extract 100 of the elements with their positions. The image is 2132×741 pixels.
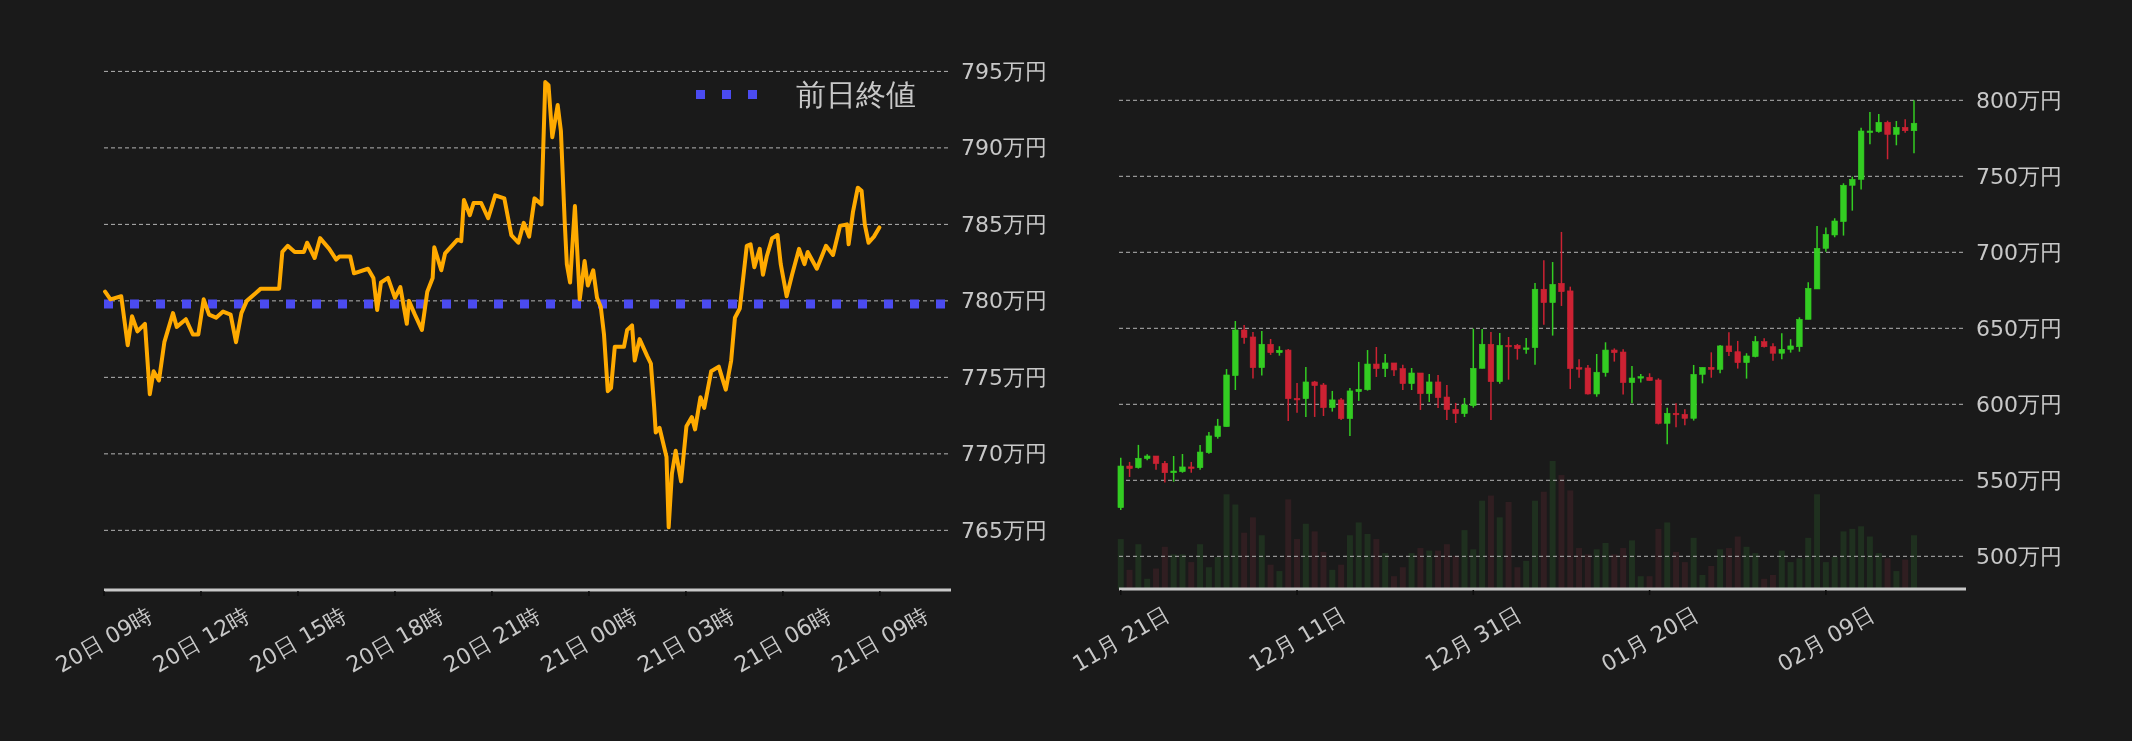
candlestick: [1461, 397, 1468, 418]
y-tick-label: 775万円: [961, 364, 1047, 390]
candlestick: [1452, 402, 1459, 424]
candlestick: [1717, 344, 1724, 375]
candlestick: [1628, 365, 1636, 404]
bar: [1796, 558, 1803, 589]
bar: [1681, 562, 1688, 589]
bar: [1514, 567, 1521, 589]
bar: [1778, 550, 1785, 589]
candlestick: [1902, 118, 1909, 134]
bar: [1822, 562, 1829, 589]
candlestick: [1382, 353, 1389, 378]
bar: [1179, 554, 1186, 589]
candlestick: [1602, 341, 1609, 378]
x-tick-label: 12月 31日: [1420, 601, 1526, 677]
candlestick: [1426, 373, 1433, 403]
x-tick-label: 02月 09日: [1773, 601, 1879, 677]
bar: [1734, 536, 1741, 589]
bar: [1329, 569, 1336, 589]
candlestick: [1549, 261, 1556, 337]
bar: [1902, 559, 1909, 589]
bar: [1911, 535, 1917, 589]
bar: [1708, 565, 1715, 589]
legend-label: 前日終値: [796, 76, 916, 112]
bar: [1655, 528, 1662, 589]
y-tick-label: 790万円: [961, 135, 1047, 161]
bar: [1496, 517, 1503, 589]
bar: [1355, 522, 1362, 589]
candlestick: [1373, 346, 1380, 378]
y-tick-label: 800万円: [1976, 87, 2062, 113]
y-tick-label: 700万円: [1976, 239, 2062, 265]
candlestick: [1505, 336, 1512, 381]
bar: [1126, 569, 1133, 589]
bar: [1267, 564, 1274, 589]
candlestick: [1214, 418, 1221, 440]
bar: [1611, 554, 1618, 589]
candlestick: [1161, 460, 1168, 484]
bar: [1214, 557, 1221, 589]
candlestick: [1302, 366, 1309, 418]
bar: [1884, 558, 1891, 589]
x-tick-label: 01月 20日: [1597, 601, 1703, 677]
candlestick: [1681, 408, 1688, 427]
candlestick: [1338, 397, 1345, 421]
bar: [1364, 533, 1371, 589]
bar: [1223, 494, 1230, 589]
bar: [1205, 567, 1212, 589]
candlestick: [1523, 337, 1530, 355]
bar: [1646, 576, 1653, 589]
bar: [1893, 571, 1900, 589]
candlestick: [1664, 406, 1671, 446]
bar: [1787, 562, 1794, 589]
bar: [1461, 530, 1468, 589]
candlestick: [1179, 453, 1186, 474]
bar: [1549, 461, 1556, 589]
bar: [1602, 542, 1609, 589]
candlestick: [1320, 382, 1327, 417]
bar: [1690, 537, 1697, 589]
bar: [1628, 540, 1635, 589]
bar: [1408, 553, 1415, 589]
candlestick: [1672, 402, 1680, 429]
bar: [1743, 546, 1750, 589]
bar: [1346, 535, 1353, 589]
bar: [1717, 549, 1724, 589]
bar: [1487, 495, 1494, 589]
bar: [1858, 526, 1865, 589]
bar: [1523, 560, 1530, 589]
bar: [1470, 549, 1477, 589]
bar: [1584, 554, 1591, 589]
bar: [1232, 504, 1239, 589]
candlestick: [1399, 363, 1406, 391]
candlestick: [1849, 175, 1856, 212]
bar: [1170, 554, 1177, 589]
bar: [1840, 531, 1847, 589]
bar: [1664, 522, 1671, 589]
bar: [1294, 539, 1301, 589]
bar: [1197, 544, 1204, 589]
candlestick: [1884, 119, 1891, 161]
bar: [1302, 523, 1309, 589]
bar: [1373, 539, 1380, 589]
bar: [1390, 576, 1397, 589]
bar: [1805, 537, 1812, 589]
bar: [1188, 562, 1195, 589]
candlestick: [1293, 382, 1301, 414]
candlestick: [1355, 361, 1362, 402]
bar: [1532, 500, 1539, 589]
candlestick: [1540, 259, 1547, 326]
y-tick-label: 550万円: [1976, 467, 2062, 493]
bar: [1567, 490, 1574, 589]
bar: [1399, 567, 1406, 589]
y-tick-label: 780万円: [961, 288, 1047, 314]
bar: [1558, 475, 1565, 589]
candlestick: [1417, 372, 1424, 411]
bar: [1620, 548, 1627, 589]
bar: [1435, 550, 1442, 589]
bar: [1673, 551, 1680, 589]
candlestick: [1893, 120, 1900, 147]
bar: [1338, 564, 1345, 589]
bar: [1426, 550, 1433, 589]
bar: [1258, 535, 1265, 589]
y-tick-label: 770万円: [961, 441, 1047, 467]
